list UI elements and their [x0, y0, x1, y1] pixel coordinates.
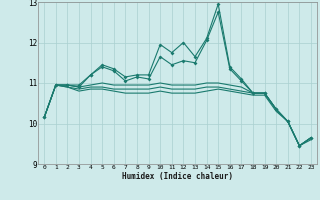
- X-axis label: Humidex (Indice chaleur): Humidex (Indice chaleur): [122, 172, 233, 181]
